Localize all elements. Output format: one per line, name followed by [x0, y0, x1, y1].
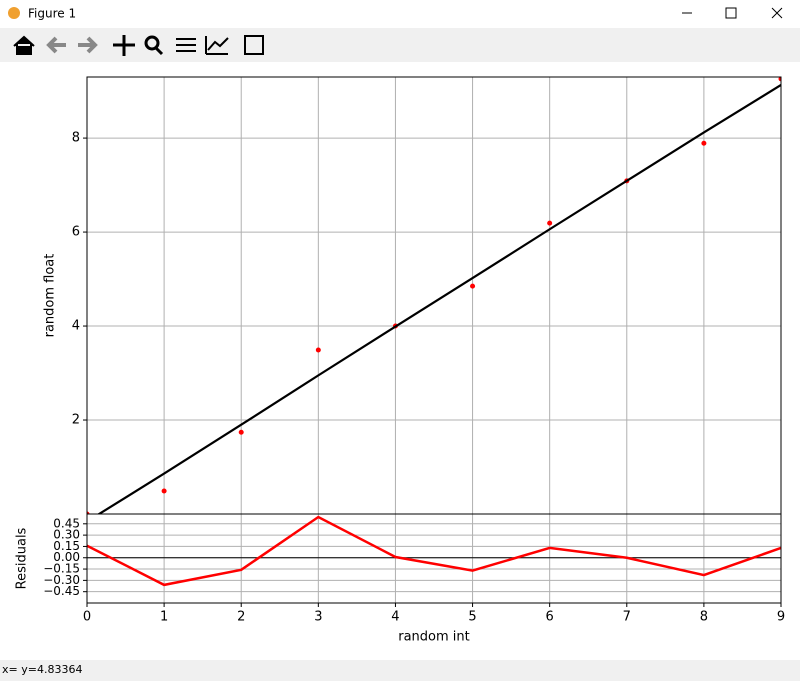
- home-button[interactable]: [13, 35, 35, 55]
- back-button[interactable]: [46, 36, 66, 54]
- scatter-point: [778, 77, 781, 82]
- y-tick-label: 0.45: [53, 516, 80, 530]
- window-title: Figure 1: [28, 7, 76, 21]
- y-tick-label: 0.00: [53, 550, 80, 564]
- y-axis-label: random float: [43, 254, 58, 338]
- title-bar: [0, 0, 800, 28]
- y-tick-label: −0.45: [43, 584, 80, 598]
- figure-background: [0, 62, 800, 660]
- x-tick-label: 3: [314, 610, 322, 625]
- y-tick-label: −0.15: [43, 562, 80, 576]
- x-tick-label: 9: [777, 610, 785, 625]
- scatter-point: [701, 140, 707, 146]
- y-tick-label: 0.30: [53, 528, 80, 542]
- data-line: [87, 515, 781, 587]
- scatter-point: [470, 283, 476, 289]
- pan-button[interactable]: [113, 35, 135, 56]
- x-tick-label: 7: [623, 610, 631, 625]
- x-tick-label: 1: [160, 610, 168, 625]
- app-icon: [8, 7, 20, 19]
- save-button[interactable]: [244, 35, 264, 55]
- subplots-button[interactable]: [176, 38, 196, 52]
- maximize-button[interactable]: [725, 7, 737, 19]
- data-line: [97, 84, 781, 514]
- x-tick-label: 4: [391, 610, 399, 625]
- scatter-point: [161, 488, 167, 494]
- edit-axis-button[interactable]: [205, 36, 229, 55]
- forward-button[interactable]: [78, 36, 98, 54]
- x-axis-label: random int: [398, 630, 470, 645]
- x-tick-label: 5: [468, 610, 476, 625]
- x-tick-label: 2: [237, 610, 245, 625]
- x-tick-label: 8: [700, 610, 708, 625]
- status-text: x= y=4.83364: [2, 663, 82, 676]
- scatter-point: [315, 347, 321, 353]
- scatter-point: [238, 429, 244, 435]
- y-tick-label: 6: [72, 225, 80, 240]
- x-tick-label: 0: [83, 610, 91, 625]
- scatter-point: [87, 511, 90, 514]
- y-tick-label: 2: [72, 413, 80, 428]
- y-tick-label: 0.15: [53, 539, 80, 553]
- y-tick-label: 8: [72, 131, 80, 146]
- axes-frame: [86, 513, 782, 604]
- y-tick-label: −0.30: [43, 573, 80, 587]
- status-bar: [0, 660, 800, 681]
- y-tick-label: 4: [72, 319, 80, 334]
- y-axis-label: Residuals: [15, 527, 30, 589]
- scatter-point: [547, 220, 553, 226]
- x-tick-label: 6: [546, 610, 554, 625]
- close-button[interactable]: [771, 7, 783, 19]
- zoom-button[interactable]: [144, 35, 160, 51]
